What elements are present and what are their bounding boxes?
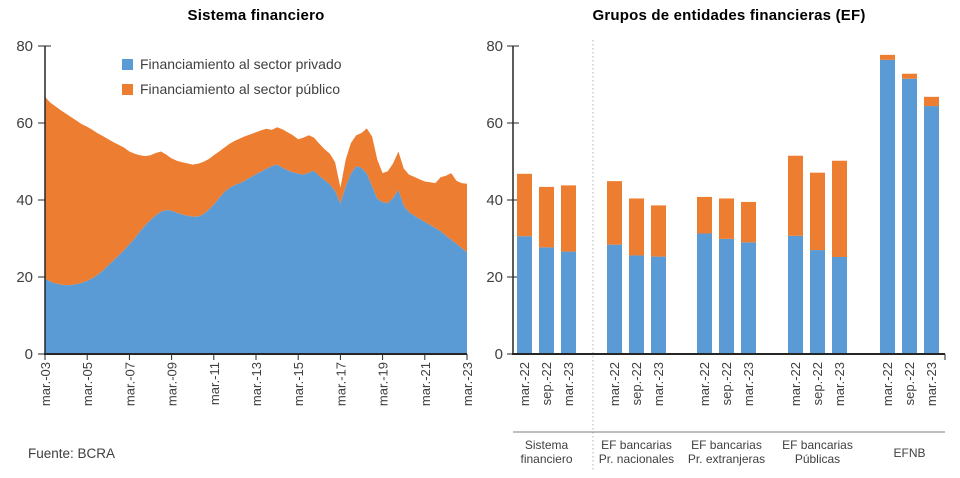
legend-label-publico: Financiamiento al sector público (140, 81, 340, 97)
legend-swatch-publico-icon (122, 83, 133, 95)
bar-chart-grupos-entidades: mar.-22 sep.-22 mar.-23 mar.-22 sep.-22 mar.-… (486, 38, 946, 472)
group-label-line2: Pr. nacionales (599, 452, 674, 466)
y-tick-label: 40 (16, 192, 33, 209)
bar-segment-public (810, 172, 825, 251)
right-chart-title: Grupos de entidades financieras (EF) (592, 7, 866, 24)
bar-segment-private (832, 256, 847, 354)
y-tick-label: 60 (16, 115, 33, 132)
bar-period-label: mar.-23 (561, 362, 576, 406)
bar-period-label: mar.-22 (788, 362, 803, 406)
bar-segment-private (697, 233, 712, 354)
legend-item-privado: Financiamiento al sector privado (122, 56, 342, 72)
bar-period-label: sep.-22 (629, 362, 644, 405)
bar-period-label: sep.-22 (539, 362, 554, 405)
bar-period-label: sep.-22 (719, 362, 734, 405)
group-label-line1: EF bancarias (782, 438, 853, 452)
bar-segment-private (902, 78, 917, 354)
group-label-line1: Sistema (525, 438, 569, 452)
bar-segment-private (810, 250, 825, 354)
bar-segment-public (651, 205, 666, 257)
group-label-line1: EF bancarias (601, 438, 672, 452)
bar-segment-private (539, 247, 554, 354)
x-tick-label: mar.-21 (418, 362, 433, 406)
bar-period-label: mar.-23 (741, 362, 756, 406)
group-label-line2: Pr. extranjeras (688, 452, 765, 466)
bar-period-label: sep.-22 (810, 362, 825, 405)
private-sector-area (45, 164, 467, 354)
y-tick-label: 80 (16, 38, 33, 55)
bar-segment-private (924, 106, 939, 354)
left-chart-title: Sistema financiero (187, 7, 325, 24)
bar-segment-private (629, 255, 644, 354)
bar-period-label: mar.-22 (607, 362, 622, 406)
y-tick-label: 0 (495, 346, 503, 363)
y-tick-label: 0 (25, 346, 33, 363)
bar-segment-private (517, 236, 532, 354)
left-chart-legend: Financiamiento al sector privado Financi… (122, 56, 342, 97)
bar-segment-public (719, 198, 734, 239)
y-tick-label: 80 (486, 38, 503, 55)
x-tick-label: mar.-15 (291, 362, 306, 406)
y-tick-label: 60 (486, 115, 503, 132)
legend-swatch-privado-icon (122, 58, 133, 70)
x-tick-label: mar.-07 (122, 362, 137, 406)
legend-item-publico: Financiamiento al sector público (122, 81, 342, 97)
bar-period-label: mar.-23 (651, 362, 666, 406)
bar-period-label: mar.-22 (517, 362, 532, 406)
y-tick-label: 20 (16, 269, 33, 286)
y-tick-label: 20 (486, 269, 503, 286)
bar-period-label: mar.-23 (832, 362, 847, 406)
legend-label-privado: Financiamiento al sector privado (140, 56, 342, 72)
bar-segment-private (741, 242, 756, 354)
bar-segment-private (561, 251, 576, 354)
area-chart-sistema-financiero: 0 20 40 60 80 mar.-03 mar.-05 mar.-07 mar.-09 mar… (16, 38, 475, 406)
group-label: EFNB (893, 446, 925, 460)
bar-segment-public (607, 181, 622, 245)
bar-segment-public (902, 73, 917, 79)
bar-period-label: sep.-22 (902, 362, 917, 405)
bar-segment-public (697, 196, 712, 234)
bar-segment-private (651, 256, 666, 354)
x-tick-label: mar.-19 (376, 362, 391, 406)
bar-segment-private (607, 244, 622, 354)
x-tick-label: mar.-03 (38, 362, 53, 406)
y-tick-label: 40 (486, 192, 503, 209)
bar-segment-public (517, 173, 532, 237)
public-sector-area (45, 96, 467, 286)
x-tick-label: mar.-17 (333, 362, 348, 406)
x-tick-label: mar.-09 (165, 362, 180, 406)
bar-period-label: mar.-22 (697, 362, 712, 406)
bar-segment-private (788, 235, 803, 354)
bar-segment-public (629, 198, 644, 256)
bar-segment-public (741, 201, 756, 243)
x-tick-label: mar.-05 (80, 362, 95, 406)
bar-segment-public (539, 186, 554, 248)
bar-segment-private (880, 59, 895, 355)
bar-segment-private (719, 238, 734, 354)
bar-segment-public (832, 160, 847, 257)
bar-segment-public (880, 54, 895, 60)
x-tick-label: mar.-11 (207, 362, 222, 405)
group-label-line2: financiero (520, 452, 572, 466)
group-label-line2: Públicas (795, 452, 840, 466)
bar-segment-public (924, 96, 939, 107)
group-label-line1: EF bancarias (691, 438, 762, 452)
bar-period-label: mar.-23 (924, 362, 939, 406)
x-tick-label: mar.-13 (249, 362, 264, 406)
bar-period-label: mar.-22 (880, 362, 895, 406)
bar-segment-public (561, 185, 576, 252)
bar-segment-public (788, 155, 803, 236)
x-tick-label: mar.-23 (460, 362, 475, 406)
source-note: Fuente: BCRA (28, 446, 116, 461)
